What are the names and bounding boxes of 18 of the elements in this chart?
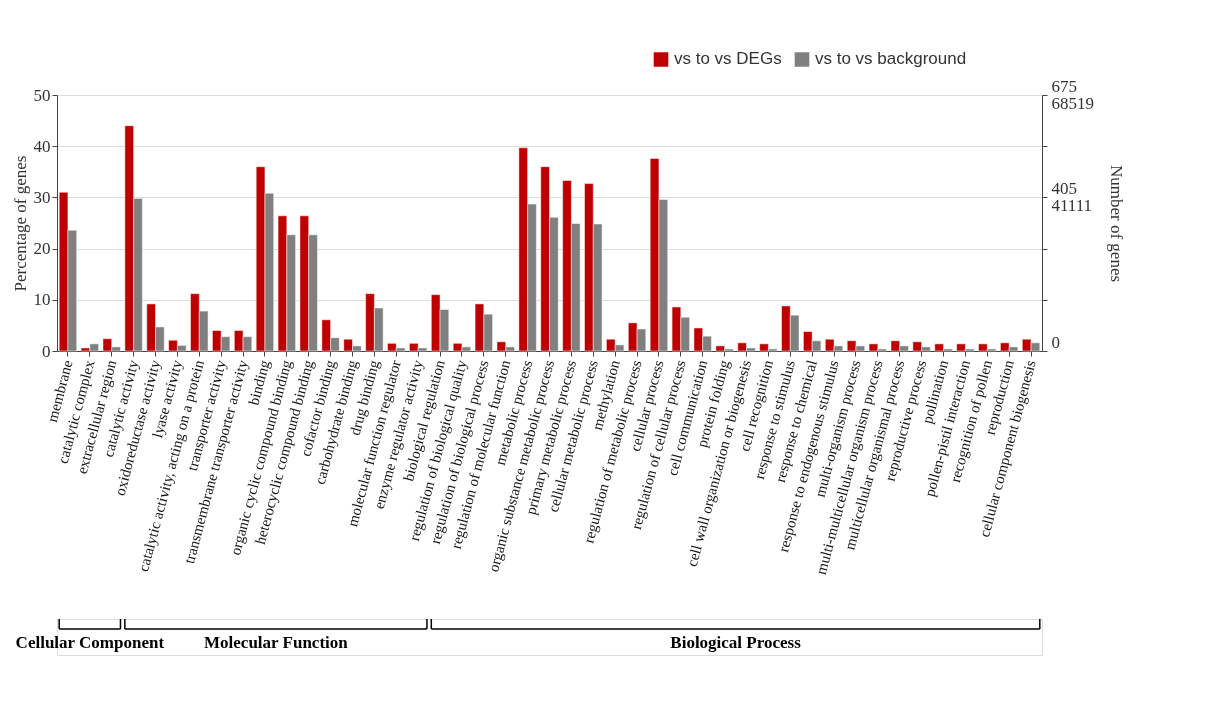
y-axis-title: Percentage of genes	[10, 155, 30, 292]
y2-tick-label: 405	[1051, 178, 1077, 198]
text: Biological Process	[670, 633, 802, 652]
y-tick-label: 0	[42, 341, 51, 361]
y2-tick-label: 675	[1051, 76, 1077, 96]
y-tick-label: 50	[33, 85, 51, 105]
y-tick-label: 30	[33, 187, 51, 207]
text: Molecular Function	[204, 633, 349, 652]
y3-tick-label: 41111	[1051, 195, 1093, 215]
y2-tick-label: 0	[1051, 332, 1060, 352]
legend-label: vs to vs background	[815, 49, 967, 69]
y-tick-label: 10	[33, 290, 51, 310]
text: Cellular Component	[15, 633, 165, 652]
y-tick-label: 40	[33, 136, 51, 156]
y3-tick-label: 68519	[1051, 93, 1094, 113]
y-tick-label: 20	[33, 239, 51, 259]
legend-label: vs to vs DEGs	[674, 49, 782, 69]
y2-axis-title: Number of genes	[1107, 164, 1126, 283]
